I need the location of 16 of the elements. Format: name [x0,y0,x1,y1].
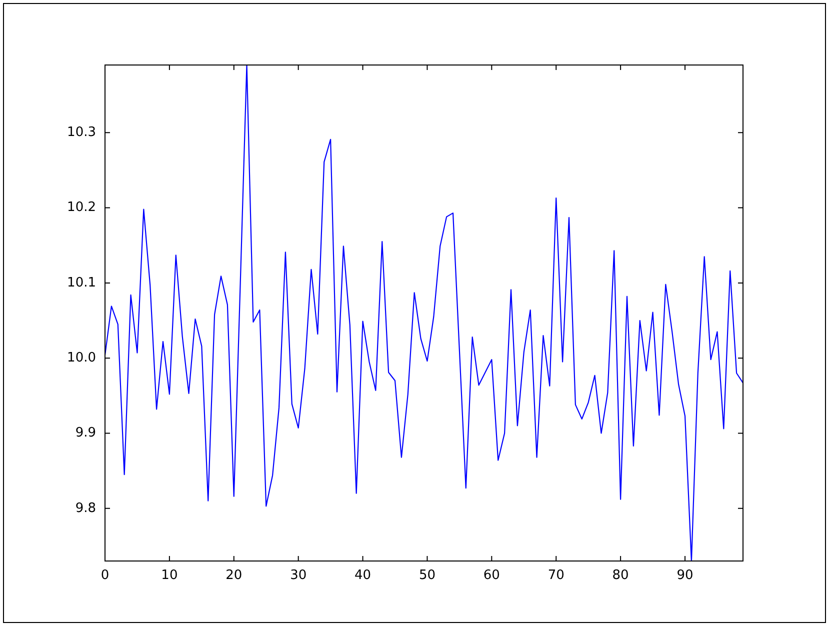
x-tick-label: 30 [290,568,307,584]
y-tick-label: 10.1 [67,275,96,290]
x-tick-label: 90 [676,568,694,584]
x-tick-label: 80 [612,568,629,584]
x-tick-label: 60 [483,568,500,584]
x-tick-label: 40 [354,568,372,584]
x-tick-label: 70 [548,568,564,584]
x-tick-label: 0 [100,568,110,584]
x-tick-label: 50 [418,568,436,584]
x-tick-label: 10 [161,568,178,584]
y-tick-label: 9.9 [75,426,96,441]
y-tick-label: 10.2 [67,200,96,216]
y-tick-label: 10.0 [67,350,96,366]
y-tick-label: 10.3 [67,125,96,140]
y-tick-label: 9.8 [75,500,96,516]
x-tick-label: 20 [226,568,242,584]
